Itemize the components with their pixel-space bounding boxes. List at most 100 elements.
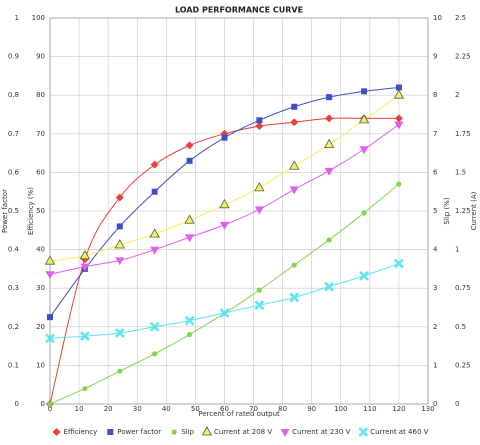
data-point [326,94,333,101]
y-axis-title: Efficiency (%) [27,187,35,235]
data-point [396,181,402,187]
y-tick-label: 5 [433,207,437,215]
data-point [115,257,125,266]
data-point [82,385,88,392]
data-point [290,118,299,127]
x-tick-label: 40 [162,405,171,413]
data-point [358,114,370,124]
data-point [152,351,158,357]
series-line [49,117,399,405]
data-point [151,188,158,195]
data-point [149,321,160,332]
data-point [394,258,404,269]
plot-frame [49,17,429,405]
data-point [325,114,334,123]
data-point [394,114,403,123]
data-point [150,160,159,169]
data-point [79,249,91,260]
y-tick-label: 2 [455,91,459,99]
data-point [114,328,125,338]
y-tick-label: 1.25 [455,207,471,215]
x-tick-label: 100 [334,405,347,413]
x-tick-label: 60 [220,405,229,413]
data-point [219,199,230,209]
y-tick-label: 4 [433,246,438,254]
data-point [149,228,160,238]
data-point [186,331,193,338]
y-tick-label: 0.3 [8,284,19,292]
data-point [79,331,90,341]
data-point [45,333,55,344]
x-tick-label: 130 [421,405,434,413]
data-point [45,271,55,280]
y-axis-title: Power factor [1,189,9,233]
y-tick-label: 1.5 [455,168,466,176]
data-point [289,186,299,195]
data-point [361,210,367,216]
data-point [324,281,335,292]
data-point [291,262,297,268]
data-point [291,103,298,110]
x-tick-label: 110 [363,405,376,413]
legend-label: Current at 460 V [370,428,428,436]
legend-label: Efficiency [64,428,98,436]
data-point [254,300,265,311]
data-point [219,307,230,318]
data-point [116,223,123,230]
y-tick-label: 10 [36,361,45,369]
y-tick-label: 0 [15,400,19,408]
y-tick-label: 3 [433,284,437,292]
data-point [219,221,229,230]
data-point [184,315,195,326]
legend-marker [358,427,369,437]
y-tick-label: 0.25 [455,361,471,369]
x-tick-label: 0 [48,405,52,413]
y-tick-label: 0.8 [8,91,19,99]
data-point [394,121,404,130]
x-tick-label: 20 [104,405,113,413]
y-tick-label: 1 [455,246,459,254]
legend-marker [201,426,213,436]
y-tick-label: 0.1 [8,361,19,369]
data-point [324,167,334,176]
data-point [150,246,160,255]
data-point [47,314,53,321]
y-tick-label: 1 [15,14,19,22]
x-tick-label: 80 [278,405,287,413]
y-axis-title: Slip (%) [443,197,451,224]
data-point [393,89,405,99]
y-tick-label: 60 [36,168,45,176]
data-point [115,193,124,202]
data-point [186,157,193,164]
data-point [326,237,332,243]
y-tick-label: 8 [433,91,437,99]
data-point [289,292,300,303]
legend-label: Power factor [117,428,161,436]
y-tick-label: 0.4 [8,246,20,254]
data-point [395,84,402,91]
y-tick-label: 1.75 [455,130,471,138]
y-tick-label: 0.7 [8,130,19,138]
data-point [184,214,195,224]
data-point [359,270,369,281]
legend-marker [52,428,61,436]
data-point [359,146,369,155]
y-tick-label: 2.5 [455,14,466,22]
y-tick-label: 20 [36,323,45,331]
y-axis-title: Current (A) [470,191,478,230]
data-point [255,122,264,131]
x-axis-title: Percent of rated output [198,410,280,418]
y-tick-label: 2 [433,323,437,331]
y-tick-label: 10 [433,14,442,22]
legend-marker [107,429,114,435]
data-point [254,182,265,192]
data-point [185,141,194,150]
legend-label: Current at 230 V [292,428,350,436]
x-tick-label: 50 [191,405,200,413]
data-point [221,134,228,141]
y-tick-label: 50 [36,207,45,215]
y-tick-label: 0.9 [8,53,19,61]
legend-marker [280,429,290,437]
y-tick-label: 0.5 [8,207,19,215]
data-point [114,239,125,249]
